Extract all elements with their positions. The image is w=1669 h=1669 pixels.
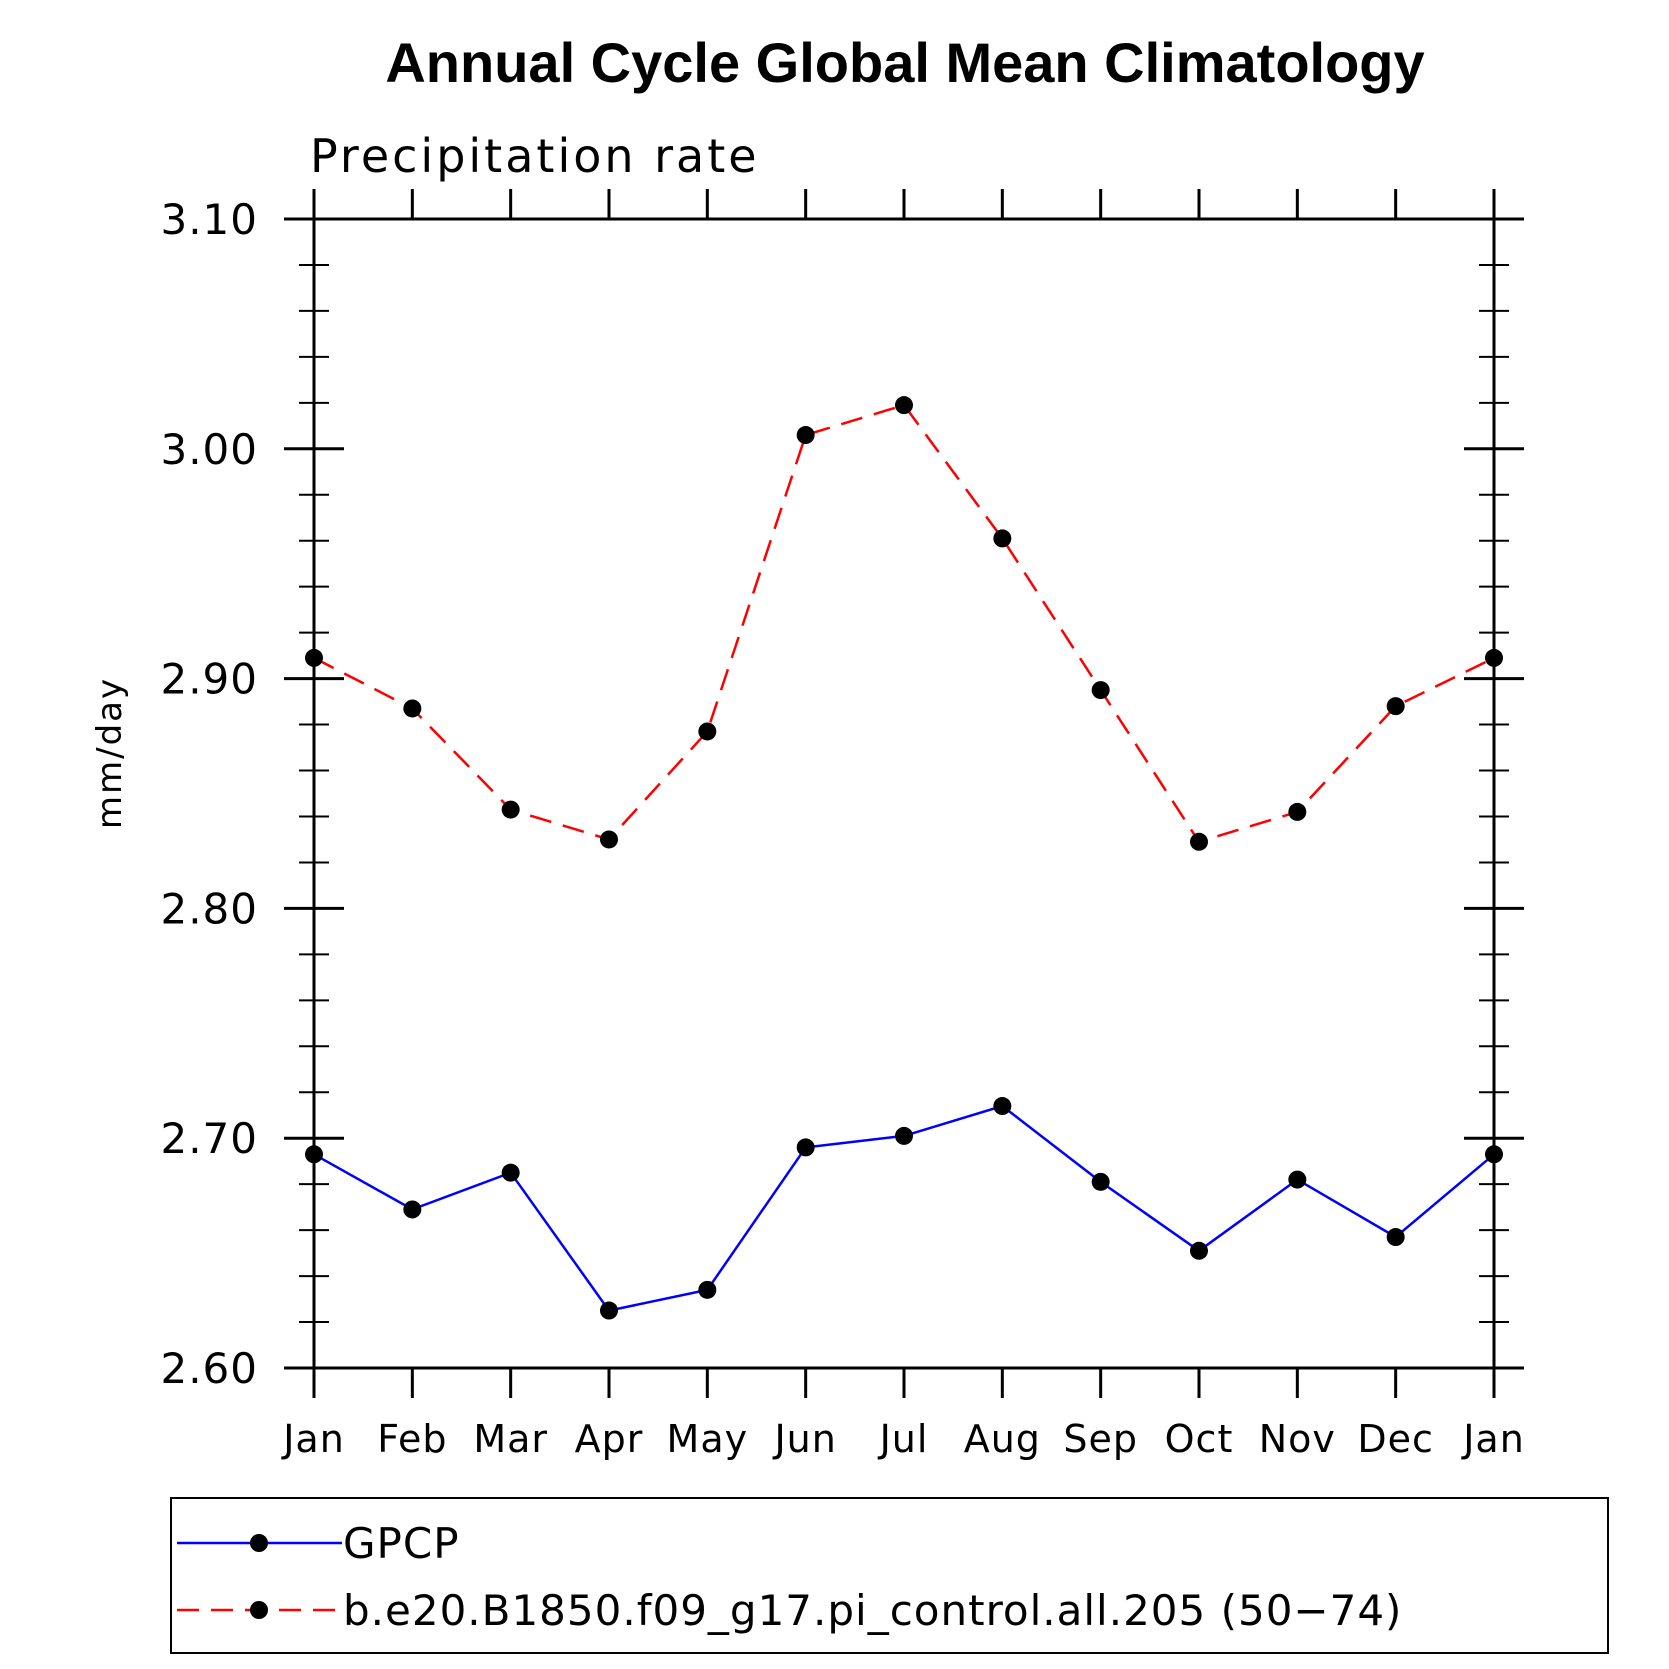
series-0-point: [1190, 1241, 1208, 1260]
axes: [284, 189, 1524, 1398]
series-1-point: [1288, 802, 1307, 821]
y-axis-label: mm/day: [90, 677, 130, 829]
series-0-point: [698, 1280, 717, 1299]
x-tick-label: Jan: [1461, 1417, 1525, 1461]
series-1-point: [796, 426, 815, 445]
series-0-point: [796, 1138, 815, 1157]
series-1-point: [993, 529, 1012, 548]
legend-marker-0: [250, 1534, 268, 1552]
series-0-point: [1485, 1145, 1503, 1164]
legend-label-1: b.e20.B1850.f09_g17.pi_control.all.205 (…: [343, 1586, 1402, 1635]
series-1-point: [600, 830, 618, 849]
chart-title: Annual Cycle Global Mean Climatology: [385, 31, 1424, 94]
y-tick-label: 3.00: [160, 425, 258, 474]
y-tick-label: 2.60: [160, 1344, 258, 1393]
series-1-point: [1485, 648, 1503, 667]
series-0-point: [993, 1097, 1012, 1116]
series-0-point: [1091, 1172, 1110, 1191]
x-tick-label: Sep: [1063, 1417, 1138, 1461]
x-tick-label: Aug: [964, 1417, 1041, 1461]
series-1-point: [403, 699, 422, 718]
legend-label-0: GPCP: [343, 1519, 460, 1568]
chart-subtitle: Precipitation rate: [310, 129, 760, 183]
x-tick-label: Mar: [473, 1417, 548, 1461]
series-0-point: [600, 1301, 618, 1320]
series-0-point: [1386, 1228, 1405, 1247]
x-tick-label: Jul: [878, 1417, 929, 1461]
x-tick-labels: Jan Feb Mar Apr May Jun Jul Aug Sep Oct Nov Dec Jan: [281, 1417, 1525, 1461]
series-layer: [305, 396, 1503, 1320]
x-tick-label: Oct: [1165, 1417, 1234, 1461]
x-tick-label: Jun: [772, 1417, 836, 1461]
series-0-point: [1288, 1170, 1307, 1189]
x-tick-label: May: [667, 1417, 749, 1461]
series-1-point: [1091, 681, 1110, 700]
x-tick-label: Jan: [281, 1417, 345, 1461]
y-tick-label: 2.70: [160, 1114, 258, 1163]
series-1-point: [1190, 832, 1208, 851]
series-0-point: [895, 1126, 913, 1145]
x-tick-label: Nov: [1259, 1417, 1336, 1461]
legend-box: [170, 1497, 1609, 1654]
y-tick-labels: 2.60 2.70 2.80 2.90 3.00 3.10: [160, 195, 258, 1393]
x-tick-label: Apr: [575, 1417, 644, 1461]
series-0-point: [305, 1145, 323, 1164]
x-tick-label: Feb: [377, 1417, 447, 1461]
legend-entries: GPCP b.e20.B1850.f09_g17.pi_control.all.2…: [177, 1519, 1402, 1635]
series-1-point: [895, 396, 913, 415]
series-line-1: [313, 403, 1495, 844]
series-1-point: [698, 722, 717, 741]
y-tick-label: 3.10: [160, 195, 258, 244]
series-1-point: [501, 800, 520, 819]
y-tick-label: 2.90: [160, 655, 258, 704]
series-1-point: [1386, 697, 1405, 716]
series-1-point: [305, 648, 323, 667]
series-0-point: [403, 1200, 422, 1219]
x-tick-label: Dec: [1357, 1417, 1434, 1461]
legend: GPCP b.e20.B1850.f09_g17.pi_control.all.2…: [170, 1497, 1609, 1654]
legend-marker-1: [250, 1601, 268, 1619]
y-tick-label: 2.80: [160, 884, 258, 933]
series-0-point: [501, 1163, 520, 1182]
